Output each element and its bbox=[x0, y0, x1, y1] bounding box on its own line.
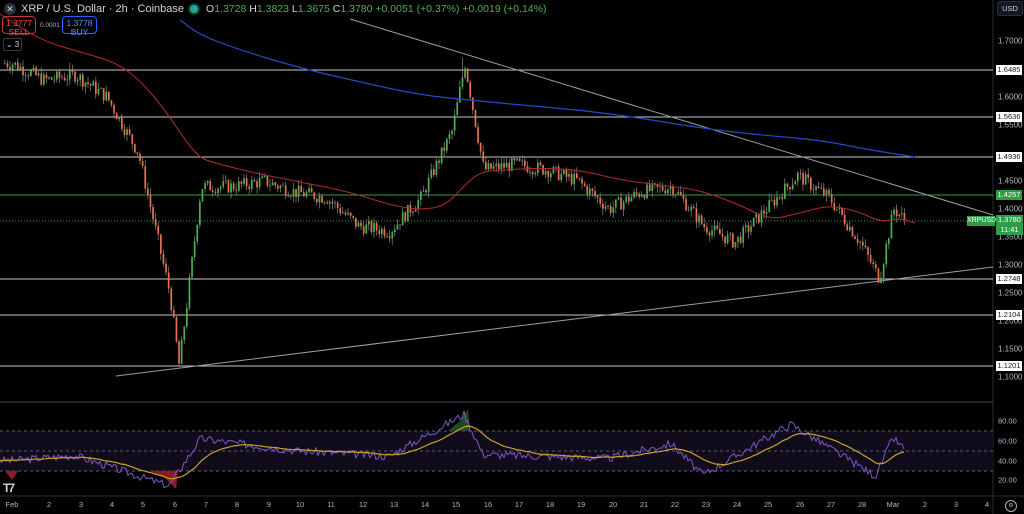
rsi-moving-average bbox=[0, 425, 905, 480]
rsi-tick-label: 60.00 bbox=[998, 436, 1017, 446]
symbol-title[interactable]: XRP / U.S. Dollar · 2h · Coinbase bbox=[21, 3, 185, 15]
rsi-tick-label: 40.00 bbox=[998, 456, 1017, 466]
time-tick-label: 11 bbox=[327, 500, 335, 509]
symbol-tag: XRPUSD bbox=[967, 216, 997, 226]
time-tick-label: 27 bbox=[826, 500, 836, 509]
time-tick-label: 18 bbox=[545, 500, 555, 509]
time-tick-label: 4 bbox=[109, 500, 115, 509]
sell-price: 1.3777 bbox=[6, 18, 32, 28]
settings-icon[interactable]: ⚙ bbox=[1005, 500, 1017, 512]
price-tick-label: 1.1000 bbox=[998, 372, 1023, 382]
price-tick-label: 1.2500 bbox=[998, 288, 1023, 298]
time-tick-label: 2 bbox=[46, 500, 52, 509]
price-tick-label: 1.2000 bbox=[998, 316, 1023, 326]
ohlc-values: O1.3728 H1.3823 L1.3675 C1.3780 +0.0051 … bbox=[206, 3, 546, 15]
time-tick-label: 3 bbox=[78, 500, 84, 509]
ascending-trendline[interactable] bbox=[115, 266, 994, 377]
currency-button[interactable]: USD bbox=[997, 1, 1023, 16]
time-tick-label: 2 bbox=[922, 500, 928, 509]
close-icon[interactable]: ✕ bbox=[4, 3, 16, 15]
descending-trendline[interactable] bbox=[349, 18, 994, 216]
buy-button[interactable]: 1.3778 BUY bbox=[62, 16, 97, 37]
rsi-line bbox=[0, 410, 905, 489]
current-price: 1.3780 bbox=[998, 215, 1021, 224]
high-value: 1.3823 bbox=[256, 3, 289, 15]
price-tick-label: 1.4500 bbox=[998, 176, 1023, 186]
candlesticks bbox=[4, 57, 906, 366]
time-tick-label: 13 bbox=[389, 500, 399, 509]
sell-label: SELL bbox=[8, 26, 30, 37]
close-label: C bbox=[332, 3, 341, 15]
level-price-label: 1.4257 bbox=[996, 190, 1022, 200]
time-tick-label: 6 bbox=[172, 500, 178, 509]
open-value: 1.3728 bbox=[214, 3, 247, 15]
time-tick-label: 3 bbox=[953, 500, 959, 509]
rsi-tick-label: 80.00 bbox=[998, 416, 1017, 426]
price-tick-label: 1.6000 bbox=[998, 92, 1023, 102]
close-value: 1.3780 bbox=[340, 3, 373, 15]
time-tick-label: 20 bbox=[608, 500, 618, 509]
level-price-label: 1.6485 bbox=[996, 65, 1022, 75]
time-tick-label: Feb bbox=[5, 500, 19, 509]
time-tick-label: 25 bbox=[763, 500, 773, 509]
high-label: H bbox=[249, 3, 257, 15]
time-tick-label: 16 bbox=[483, 500, 493, 509]
low-label: L bbox=[291, 3, 298, 15]
price-tick-label: 1.7000 bbox=[998, 36, 1023, 46]
rsi-band-fill bbox=[0, 431, 993, 471]
time-tick-label: 26 bbox=[795, 500, 805, 509]
time-tick-label: 14 bbox=[420, 500, 430, 509]
open-label: O bbox=[206, 3, 215, 15]
price-tick-label: 1.3000 bbox=[998, 260, 1023, 270]
level-price-label: 1.5636 bbox=[996, 112, 1022, 122]
rsi-tick-label: 20.00 bbox=[998, 475, 1017, 485]
time-tick-label: 4 bbox=[984, 500, 990, 509]
buy-price: 1.3778 bbox=[66, 18, 93, 28]
time-tick-label: 21 bbox=[639, 500, 649, 509]
level-price-label: 1.4936 bbox=[996, 152, 1022, 162]
buy-label: BUY bbox=[70, 26, 89, 37]
time-tick-label: 23 bbox=[701, 500, 711, 509]
symbol-header: ✕ XRP / U.S. Dollar · 2h · Coinbase O1.3… bbox=[4, 2, 546, 16]
tradingview-logo-icon[interactable]: T7 bbox=[3, 481, 15, 495]
time-tick-label: 17 bbox=[514, 500, 524, 509]
time-tick-label: 15 bbox=[451, 500, 461, 509]
price-tick-label: 1.1500 bbox=[998, 344, 1023, 354]
change-value: +0.0051 (+0.37%) bbox=[375, 3, 460, 15]
time-tick-label: 12 bbox=[358, 500, 368, 509]
time-tick-label: 10 bbox=[295, 500, 305, 509]
time-tick-label: 28 bbox=[857, 500, 867, 509]
time-tick-label: 8 bbox=[234, 500, 240, 509]
spread-value: 0.0001 bbox=[40, 22, 60, 29]
time-tick-label: 22 bbox=[670, 500, 680, 509]
low-value: 1.3675 bbox=[297, 3, 330, 15]
level-price-label: 1.1201 bbox=[996, 361, 1022, 371]
price-tick-label: 1.4000 bbox=[998, 204, 1023, 214]
slow-moving-average bbox=[179, 19, 916, 158]
market-status-icon bbox=[190, 5, 199, 13]
sell-button[interactable]: 1.3777 SELL bbox=[2, 16, 36, 37]
time-tick-label: 24 bbox=[732, 500, 742, 509]
indicators-collapse-button[interactable]: ⌄ 3 bbox=[3, 38, 22, 51]
price-tick-label: 1.5500 bbox=[998, 120, 1023, 130]
level-price-label: 1.2748 bbox=[996, 274, 1022, 284]
time-tick-label: 19 bbox=[576, 500, 586, 509]
horizontal-levels[interactable] bbox=[0, 69, 993, 367]
change-value-2: +0.0019 (+0.14%) bbox=[462, 3, 547, 15]
time-tick-label: 9 bbox=[266, 500, 272, 509]
level-price-label: 1.2104 bbox=[996, 310, 1022, 320]
rsi-overbought-fill bbox=[448, 409, 470, 431]
current-price-tag: 1.3780 11:41 bbox=[996, 215, 1023, 235]
rsi-oversold-fill bbox=[5, 471, 178, 489]
time-tick-label: 7 bbox=[203, 500, 209, 509]
time-tick-label: Mar bbox=[886, 500, 900, 509]
fast-moving-average bbox=[0, 13, 916, 224]
bar-countdown: 11:41 bbox=[1000, 225, 1019, 234]
time-tick-label: 5 bbox=[140, 500, 146, 509]
price-tick-label: 1.3500 bbox=[998, 232, 1023, 242]
